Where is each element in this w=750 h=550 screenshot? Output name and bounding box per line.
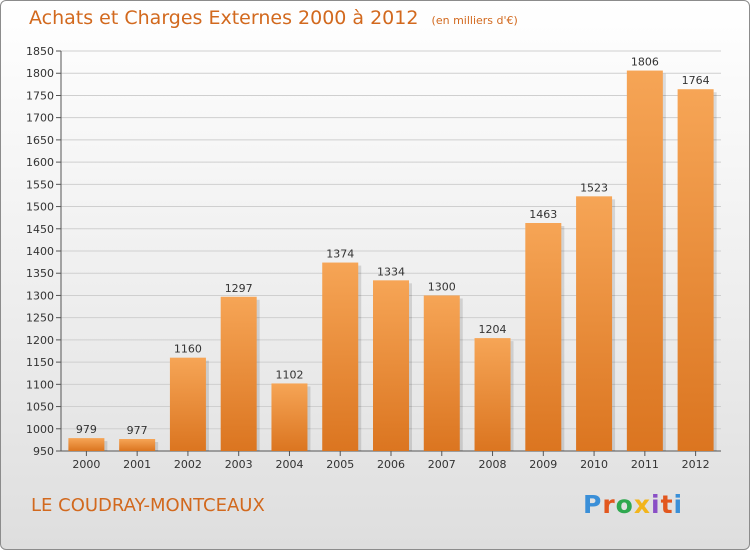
x-tick-label: 2009	[529, 458, 557, 471]
bar-2005	[322, 262, 359, 451]
data-label: 1334	[377, 265, 405, 278]
brand-letter: i	[673, 490, 684, 519]
bar-2007	[423, 295, 460, 451]
bar-2003	[220, 296, 257, 451]
commune-name: LE COUDRAY-MONTCEAUX	[31, 495, 265, 516]
x-tick-label: 2010	[580, 458, 608, 471]
data-label: 1297	[225, 282, 253, 295]
y-tick-label: 1550	[26, 178, 54, 191]
brand-letter: i	[651, 490, 661, 519]
data-label: 1102	[275, 368, 303, 381]
x-tick-label: 2000	[72, 458, 100, 471]
data-label: 1204	[479, 323, 507, 336]
y-tick-label: 1600	[26, 156, 54, 169]
y-tick-label: 1350	[26, 267, 54, 280]
x-tick-label: 2011	[631, 458, 659, 471]
y-tick-label: 1400	[26, 245, 54, 258]
title-row: Achats et Charges Externes 2000 à 2012 (…	[29, 7, 518, 29]
y-tick-label: 1500	[26, 201, 54, 214]
bars	[68, 70, 717, 452]
chart-title: Achats et Charges Externes 2000 à 2012	[29, 7, 419, 29]
x-tick-label: 2001	[123, 458, 151, 471]
data-label: 1764	[682, 74, 710, 87]
x-tick-label: 2003	[225, 458, 253, 471]
data-label: 1463	[529, 208, 557, 221]
brand-letter: P	[583, 490, 603, 519]
bar-2008	[474, 338, 511, 451]
bar-2010	[576, 196, 613, 451]
y-tick-label: 1050	[26, 401, 54, 414]
y-tick-label: 1850	[26, 45, 54, 58]
brand-letter: o	[615, 490, 634, 519]
y-tick-label: 1250	[26, 312, 54, 325]
y-tick-label: 950	[33, 445, 54, 458]
proxiti-logo: Proxiti	[583, 490, 683, 519]
bar-2000	[68, 438, 105, 451]
x-tick-label: 2004	[275, 458, 303, 471]
data-label: 1160	[174, 343, 202, 356]
y-tick-label: 1650	[26, 134, 54, 147]
x-tick-label: 2002	[174, 458, 202, 471]
y-tick-label: 1000	[26, 423, 54, 436]
bar-2012	[677, 89, 714, 451]
x-tick-label: 2012	[682, 458, 710, 471]
data-label: 1806	[631, 56, 659, 69]
data-label: 1374	[326, 248, 354, 261]
data-label: 977	[127, 424, 148, 437]
y-tick-label: 1300	[26, 289, 54, 302]
bar-2011	[626, 70, 663, 452]
bar-2009	[525, 223, 562, 451]
y-tick-label: 1800	[26, 67, 54, 80]
x-tick-label: 2006	[377, 458, 405, 471]
data-label: 1300	[428, 280, 456, 293]
bar-2004	[271, 383, 308, 451]
y-tick-label: 1150	[26, 356, 54, 369]
chart-subtitle: (en milliers d'€)	[431, 14, 518, 27]
bar-2002	[169, 357, 206, 451]
x-tick-label: 2007	[428, 458, 456, 471]
y-tick-label: 1750	[26, 89, 54, 102]
x-tick-label: 2005	[326, 458, 354, 471]
data-label: 979	[76, 423, 97, 436]
bar-2001	[119, 439, 156, 451]
brand-letter: x	[633, 490, 651, 519]
brand-letter: t	[660, 490, 674, 519]
y-tick-label: 1450	[26, 223, 54, 236]
y-tick-label: 1100	[26, 378, 54, 391]
bar-2006	[373, 280, 409, 451]
labels: 950 1000 1050 1100 1150 1200 1250 1300 1350 1400 1…	[26, 45, 710, 471]
brand-letter: r	[602, 490, 616, 519]
data-label: 1523	[580, 181, 608, 194]
y-tick-label: 1700	[26, 112, 54, 125]
x-tick-label: 2008	[479, 458, 507, 471]
y-tick-label: 1200	[26, 334, 54, 347]
